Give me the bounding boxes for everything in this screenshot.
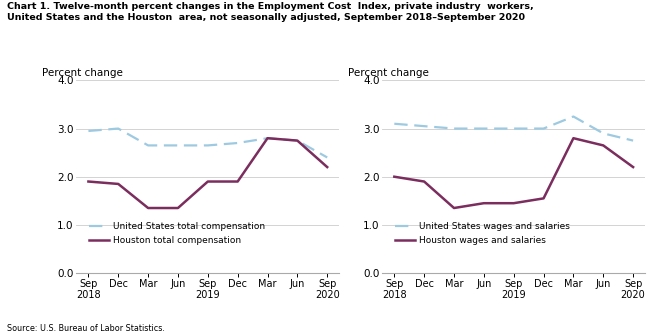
Text: Percent change: Percent change bbox=[348, 68, 429, 78]
Legend: United States wages and salaries, Houston wages and salaries: United States wages and salaries, Housto… bbox=[395, 222, 570, 246]
Text: Percent change: Percent change bbox=[43, 68, 123, 78]
Text: Source: U.S. Bureau of Labor Statistics.: Source: U.S. Bureau of Labor Statistics. bbox=[7, 324, 164, 333]
Text: Chart 1. Twelve-month percent changes in the Employment Cost  Index, private ind: Chart 1. Twelve-month percent changes in… bbox=[7, 2, 533, 22]
Legend: United States total compensation, Houston total compensation: United States total compensation, Housto… bbox=[89, 222, 265, 246]
